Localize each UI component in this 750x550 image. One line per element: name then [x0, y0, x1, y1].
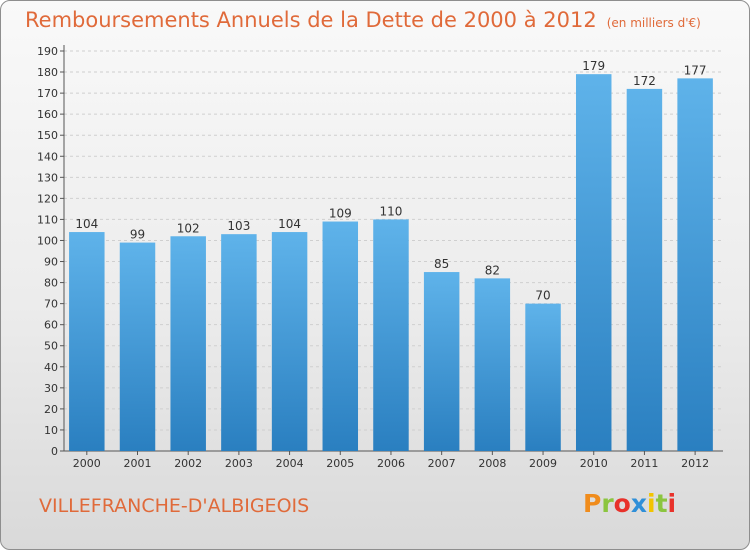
x-tick-label: 2001 — [124, 457, 152, 470]
y-tick-label: 190 — [37, 45, 58, 58]
data-label: 172 — [633, 74, 656, 88]
x-tick-label: 2010 — [580, 457, 608, 470]
bar-2011 — [626, 88, 663, 451]
y-tick-label: 170 — [37, 87, 58, 100]
y-tick-label: 100 — [37, 234, 58, 247]
logo-letter: P — [583, 489, 602, 518]
bar-2012 — [677, 78, 713, 452]
commune-name: VILLEFRANCHE-D'ALBIGEOIS — [39, 495, 310, 517]
y-tick-label: 110 — [37, 213, 58, 226]
data-label: 104 — [278, 217, 301, 231]
y-tick-label: 0 — [51, 445, 58, 458]
bar-2007 — [423, 272, 460, 451]
x-tick-label: 2003 — [225, 457, 253, 470]
bar-2006 — [373, 219, 409, 451]
x-tick-label: 2007 — [428, 457, 456, 470]
y-tick-label: 20 — [44, 403, 58, 416]
logo-letter: o — [613, 489, 631, 518]
x-tick-label: 2004 — [276, 457, 304, 470]
y-tick-label: 160 — [37, 108, 58, 121]
y-tick-label: 10 — [44, 424, 58, 437]
chart-title: Remboursements Annuels de la Dette de 20… — [25, 8, 701, 32]
x-tick-label: 2012 — [681, 457, 709, 470]
bar-2005 — [322, 221, 359, 451]
x-tick-label: 2002 — [174, 457, 202, 470]
x-tick-label: 2005 — [326, 457, 354, 470]
bar-2008 — [474, 278, 511, 451]
x-tick-labels: 2000 2001 2002 2003 2004 2005 2006 2007 2008 2009… — [73, 457, 709, 470]
bars — [69, 74, 713, 452]
data-label: 104 — [75, 217, 98, 231]
logo-letter: i — [647, 489, 656, 518]
data-label: 177 — [684, 63, 707, 77]
proxiti-logo: Proxiti — [583, 489, 676, 518]
data-label: 82 — [485, 263, 500, 277]
y-tick-label: 140 — [37, 150, 58, 163]
y-tick-label: 60 — [44, 319, 58, 332]
x-tick-label: 2000 — [73, 457, 101, 470]
data-label: 70 — [535, 289, 550, 303]
y-tick-label: 30 — [44, 382, 58, 395]
bar-2010 — [575, 74, 612, 451]
data-label: 179 — [582, 59, 605, 73]
data-label: 102 — [177, 221, 200, 235]
x-tick-label: 2011 — [630, 457, 658, 470]
data-label: 110 — [380, 204, 403, 218]
y-tick-labels: 0 10 20 30 40 50 60 70 80 90 100 110 120 130 140 150 160… — [37, 45, 58, 458]
data-label: 103 — [227, 219, 250, 233]
logo-letter: i — [667, 489, 677, 518]
unit-text: (en milliers d'€) — [606, 16, 701, 30]
y-tick-label: 90 — [44, 256, 58, 269]
bar-2003 — [221, 234, 257, 451]
y-tick-label: 80 — [44, 277, 58, 290]
y-tick-label: 180 — [37, 66, 58, 79]
data-label: 99 — [130, 228, 145, 242]
x-tick-label: 2008 — [478, 457, 506, 470]
title-text: Remboursements Annuels de la Dette de 20… — [25, 8, 597, 32]
bar-2009 — [525, 303, 561, 451]
y-tick-label: 40 — [44, 361, 58, 374]
logo-letter: t — [655, 489, 668, 518]
x-tick-label: 2006 — [377, 457, 405, 470]
bar-2002 — [170, 236, 206, 451]
data-label: 109 — [329, 207, 352, 221]
bar-2004 — [271, 232, 308, 451]
logo-letter: x — [630, 489, 647, 518]
logo-letter: r — [601, 489, 614, 518]
bar-2001 — [119, 242, 156, 451]
bar-2000 — [69, 232, 105, 451]
y-tick-label: 150 — [37, 129, 58, 142]
x-tick-label: 2009 — [529, 457, 557, 470]
y-tick-label: 70 — [44, 298, 58, 311]
y-tick-label: 120 — [37, 192, 58, 205]
y-tick-label: 130 — [37, 171, 58, 184]
data-label: 85 — [434, 257, 449, 271]
data-labels: 104 99 102 103 104 109 110 85 82 70 179 172 177 — [75, 59, 706, 302]
y-tick-label: 50 — [44, 340, 58, 353]
